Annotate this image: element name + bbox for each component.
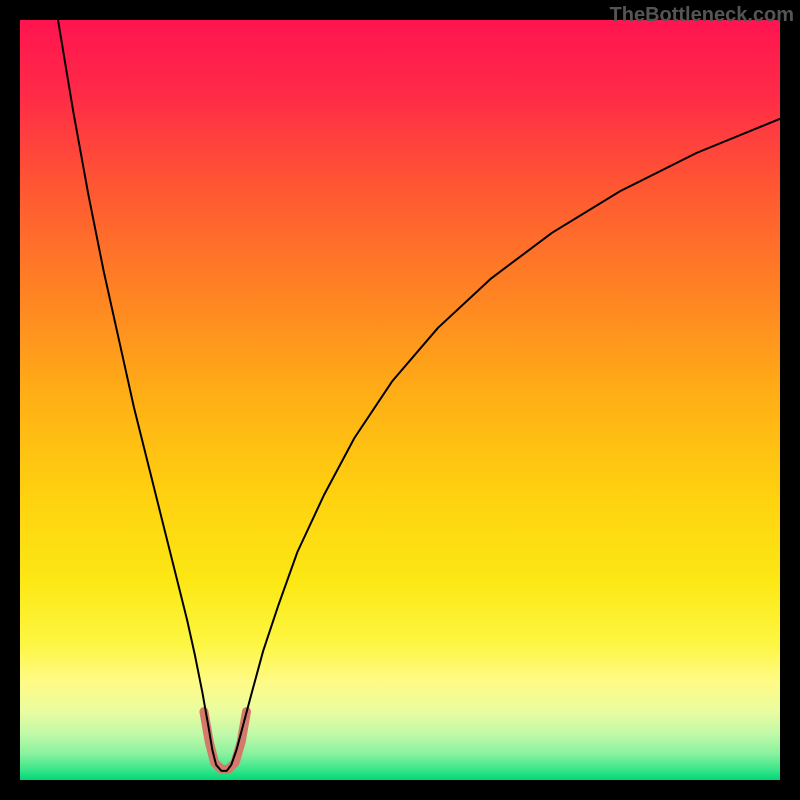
bottleneck-chart: TheBottleneck.com <box>0 0 800 800</box>
chart-svg <box>0 0 800 800</box>
plot-background <box>20 20 780 780</box>
